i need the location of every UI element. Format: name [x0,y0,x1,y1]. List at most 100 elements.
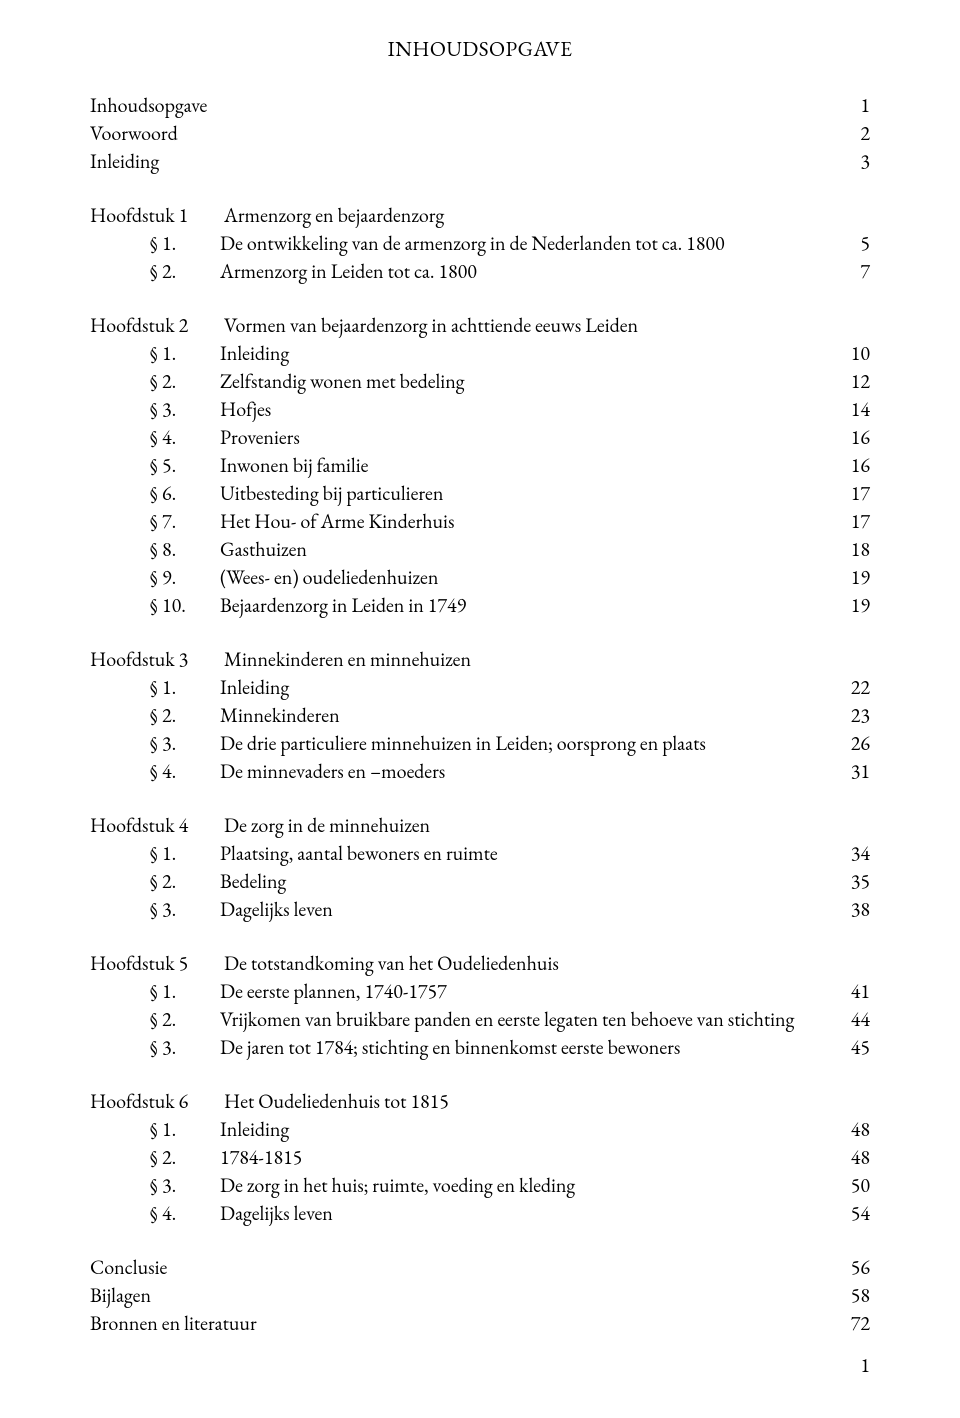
chapter-block: Hoofdstuk 5 De totstandkoming van het Ou… [90,949,870,1061]
section-text: Dagelijks leven [220,1199,841,1227]
section-marker: § 3. [150,395,220,423]
section-row: § 4.Proveniers16 [90,423,870,451]
chapter-heading: Hoofdstuk 2 Vormen van bejaardenzorg in … [90,311,870,339]
toc-row: Voorwoord 2 [90,119,870,147]
section-text: Proveniers [220,423,841,451]
section-page: 18 [841,535,870,563]
toc-page: 3 [850,147,870,175]
section-text: Armenzorg in Leiden tot ca. 1800 [220,257,850,285]
section-row: § 3.De jaren tot 1784; stichting en binn… [90,1033,870,1061]
section-marker: § 1. [150,839,220,867]
section-text: Zelfstandig wonen met bedeling [220,367,841,395]
section-marker: § 1. [150,1115,220,1143]
section-page: 26 [841,729,870,757]
section-page: 7 [850,257,870,285]
section-row: § 1.Inleiding10 [90,339,870,367]
section-row: § 1.Inleiding48 [90,1115,870,1143]
section-row: § 3.Hofjes14 [90,395,870,423]
section-row: § 1.Plaatsing, aantal bewoners en ruimte… [90,839,870,867]
footer-page-number: 1 [860,1352,870,1378]
chapter-title: Het Oudeliedenhuis tot 1815 [224,1088,449,1114]
section-marker: § 1. [150,673,220,701]
chapter-label: Hoofdstuk 6 [90,1087,220,1115]
section-row: § 2.Minnekinderen23 [90,701,870,729]
section-page: 14 [841,395,870,423]
section-page: 16 [841,423,870,451]
chapter-title: Armenzorg en bejaardenzorg [224,202,444,228]
section-text: Inleiding [220,673,841,701]
section-row: § 4.De minnevaders en –moeders31 [90,757,870,785]
section-marker: § 3. [150,1033,220,1061]
section-marker: § 6. [150,479,220,507]
section-row: § 2.Bedeling35 [90,867,870,895]
toc-page: 72 [841,1309,870,1337]
section-page: 38 [841,895,870,923]
chapter-heading: Hoofdstuk 5 De totstandkoming van het Ou… [90,949,870,977]
section-page: 19 [841,563,870,591]
section-page: 44 [841,1005,870,1033]
section-text: Hofjes [220,395,841,423]
section-page: 19 [841,591,870,619]
section-row: § 1. De ontwikkeling van de armenzorg in… [90,229,870,257]
toc-page: 56 [841,1253,870,1281]
chapter-heading: Hoofdstuk 6 Het Oudeliedenhuis tot 1815 [90,1087,870,1115]
section-row: § 2. Armenzorg in Leiden tot ca. 1800 7 [90,257,870,285]
section-marker: § 2. [150,867,220,895]
toc-label: Voorwoord [90,119,178,147]
section-text: Inleiding [220,1115,841,1143]
chapter-block: Hoofdstuk 6 Het Oudeliedenhuis tot 1815 … [90,1087,870,1227]
chapter-title: De zorg in de minnehuizen [224,812,430,838]
chapter-heading: Hoofdstuk 3 Minnekinderen en minnehuizen [90,645,870,673]
section-page: 54 [841,1199,870,1227]
section-marker: § 1. [150,339,220,367]
section-text: De jaren tot 1784; stichting en binnenko… [220,1033,841,1061]
section-text: De ontwikkeling van de armenzorg in de N… [220,229,850,257]
toc-row: Inhoudsopgave 1 [90,91,870,119]
section-marker: § 3. [150,1171,220,1199]
chapter-heading: Hoofdstuk 1 Armenzorg en bejaardenzorg [90,201,870,229]
section-page: 50 [841,1171,870,1199]
section-row: § 9.(Wees- en) oudeliedenhuizen19 [90,563,870,591]
section-text: Bedeling [220,867,841,895]
section-marker: § 9. [150,563,220,591]
chapter-label: Hoofdstuk 5 [90,949,220,977]
section-page: 34 [841,839,870,867]
section-row: § 5.Inwonen bij familie16 [90,451,870,479]
section-marker: § 7. [150,507,220,535]
section-row: § 3.De zorg in het huis; ruimte, voeding… [90,1171,870,1199]
bottom-entries: Conclusie 56 Bijlagen 58 Bronnen en lite… [90,1253,870,1337]
section-marker: § 2. [150,701,220,729]
toc-label: Inhoudsopgave [90,91,207,119]
section-row: § 2.Vrijkomen van bruikbare panden en ee… [90,1005,870,1033]
section-text: De eerste plannen, 1740-1757 [220,977,841,1005]
section-row: § 6.Uitbesteding bij particulieren17 [90,479,870,507]
section-row: § 3.Dagelijks leven38 [90,895,870,923]
section-marker: § 4. [150,423,220,451]
section-text: Uitbesteding bij particulieren [220,479,841,507]
section-marker: § 2. [150,1005,220,1033]
toc-label: Inleiding [90,147,159,175]
section-marker: § 10. [150,591,220,619]
toc-page: 58 [841,1281,870,1309]
toc-row: Inleiding 3 [90,147,870,175]
section-page: 22 [841,673,870,701]
toc-row: Conclusie 56 [90,1253,870,1281]
section-marker: § 2. [150,367,220,395]
toc-row: Bijlagen 58 [90,1281,870,1309]
section-marker: § 4. [150,757,220,785]
toc-label: Bronnen en literatuur [90,1309,257,1337]
section-page: 35 [841,867,870,895]
section-text: (Wees- en) oudeliedenhuizen [220,563,841,591]
chapter-title: Vormen van bejaardenzorg in achttiende e… [224,312,638,338]
section-text: De zorg in het huis; ruimte, voeding en … [220,1171,841,1199]
section-row: § 2.1784-181548 [90,1143,870,1171]
section-text: Gasthuizen [220,535,841,563]
toc-row: Bronnen en literatuur 72 [90,1309,870,1337]
toc-label: Bijlagen [90,1281,151,1309]
section-text: Plaatsing, aantal bewoners en ruimte [220,839,841,867]
section-marker: § 8. [150,535,220,563]
section-marker: § 4. [150,1199,220,1227]
section-marker: § 1. [150,229,220,257]
chapter-block: Hoofdstuk 4 De zorg in de minnehuizen § … [90,811,870,923]
section-page: 45 [841,1033,870,1061]
